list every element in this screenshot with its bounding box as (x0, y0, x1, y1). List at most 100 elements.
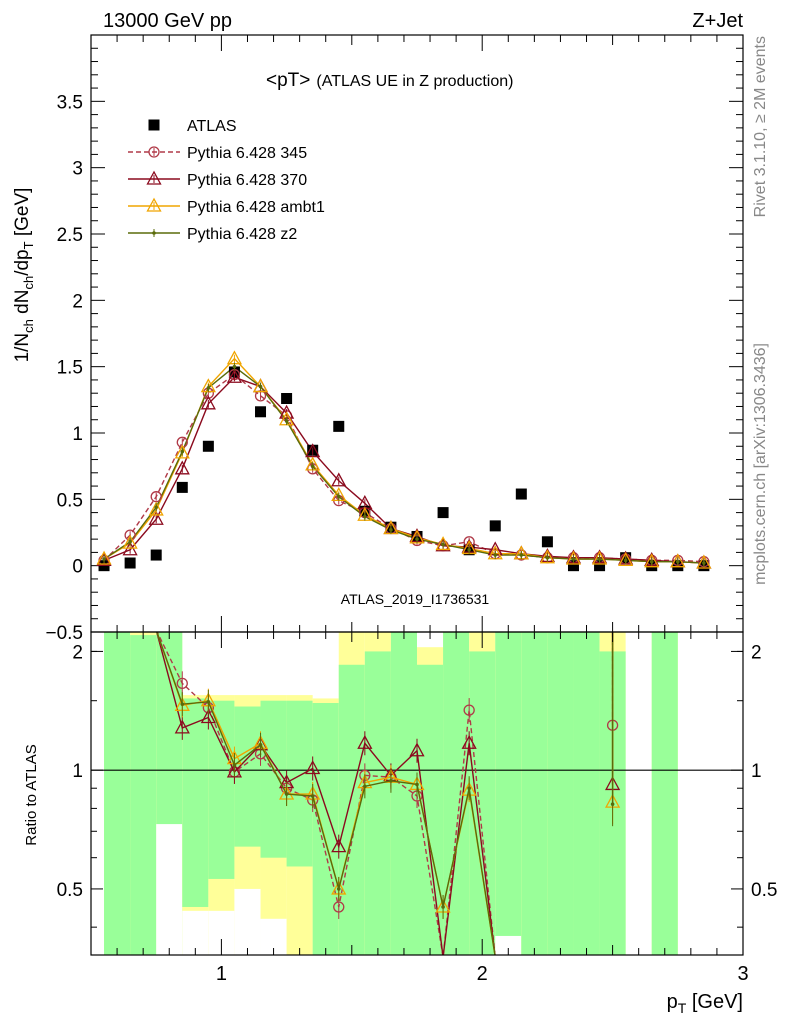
legend-label: Pythia 6.428 z2 (187, 226, 297, 243)
ratio-y-axis-label: Ratio to ATLAS (23, 744, 40, 845)
legend: ATLAS Pythia 6.428 345 Pythia 6.428 370 Pyt… (128, 118, 325, 243)
main-series-group (96, 350, 712, 572)
mc-point (310, 464, 315, 468)
mc-point (258, 384, 263, 389)
uncertainty-band-gap (156, 824, 183, 955)
ratio-point (461, 734, 477, 749)
mc-point (597, 557, 602, 561)
mc-point (174, 460, 190, 475)
mc-point (696, 554, 712, 569)
mc-point (441, 542, 445, 547)
x-tick-label: 3 (737, 963, 748, 985)
x-axis-label: pT [GeV] (667, 991, 743, 1016)
mc-point (571, 557, 576, 561)
ratio-point (336, 887, 341, 891)
main-plot: −0.5 0 0.5 1 1.5 2 2.5 3 3.5 (45, 34, 744, 644)
atlas-data-point (281, 393, 293, 405)
ratio-point (463, 704, 475, 716)
ratio-point (174, 719, 190, 734)
uncertainty-band-green (651, 632, 678, 955)
mc-point (200, 395, 216, 410)
ratio-point (467, 786, 471, 791)
ratio-point (389, 778, 393, 783)
atlas-data-point (255, 406, 267, 418)
mc-point (618, 551, 634, 567)
ratio-point (331, 838, 347, 853)
mc-point (148, 510, 164, 525)
ratio-y-tick-label: 2 (751, 642, 762, 663)
mc-point (644, 553, 660, 568)
mc-point (435, 536, 451, 551)
main-plot-title-main: <pT> (266, 70, 310, 91)
atlas-data-point (437, 507, 449, 519)
atlas-data-point (515, 488, 527, 500)
legend-label: ATLAS (187, 118, 237, 135)
ratio-point (415, 782, 419, 787)
mc-point (148, 501, 164, 516)
main-y-tick-label: −0.5 (45, 623, 83, 644)
ratio-point (357, 734, 373, 749)
mc-point (519, 553, 524, 557)
header-right: Z+Jet (692, 10, 743, 32)
mc-point (331, 472, 347, 487)
x-tick-label: 1 (216, 963, 227, 985)
ratio-series-line (156, 632, 496, 955)
legend-marker (146, 197, 162, 212)
mc-point (389, 528, 393, 532)
main-plot-title-sub: (ATLAS UE in Z production) (316, 73, 513, 90)
mc-point (649, 559, 654, 564)
uncertainty-band-green (547, 632, 574, 955)
mc-point (226, 368, 243, 383)
ratio-series-line (156, 632, 496, 955)
atlas-data-point (541, 536, 553, 548)
mc-point (670, 553, 686, 568)
ratio-series-group (156, 632, 621, 955)
atlas-data-point (202, 440, 214, 452)
legend-marker (152, 231, 156, 235)
mc-point (676, 559, 680, 564)
ratio-point (284, 792, 289, 796)
main-y-tick-label: 3 (72, 159, 83, 180)
ratio-series-line (156, 632, 496, 955)
mc-point (545, 555, 550, 560)
uncertainty-band-green (417, 664, 444, 955)
side-label-bottom: mcplots.cern.ch [arXiv:1306.3436] (752, 343, 769, 585)
mc-point (539, 549, 555, 564)
atlas-data-point (333, 420, 345, 432)
mc-point (96, 550, 112, 565)
uncertainty-band-gap (182, 910, 209, 955)
atlas-data-point (176, 481, 188, 493)
ratio-point (176, 677, 188, 689)
ratio-point (305, 760, 321, 775)
mc-point (102, 557, 106, 561)
mc-point (128, 539, 132, 544)
legend-marker (148, 146, 160, 158)
uncertainty-band-green (443, 632, 470, 955)
ratio-point (441, 905, 445, 909)
ratio-plot: 0.5 0.5 1 1 2 2 1 2 3 (57, 35, 777, 985)
uncertainty-band-green (182, 698, 209, 907)
mc-point (415, 537, 419, 541)
ratio-y-tick-label: 1 (72, 761, 83, 782)
mc-point (176, 436, 188, 448)
uncertainty-band-green (521, 632, 548, 955)
atlas-data-point (124, 557, 136, 569)
ratio-point (200, 709, 216, 724)
ratio-y-tick-label: 2 (72, 642, 83, 663)
mc-point (623, 558, 628, 563)
uncertainty-band-green (364, 651, 391, 955)
mc-point (154, 505, 158, 510)
mc-point (591, 550, 608, 565)
atlas-data-point (150, 549, 162, 561)
main-frame (90, 34, 744, 633)
ratio-point (409, 742, 425, 757)
ratio-point (333, 901, 345, 913)
main-y-tick-label: 0.5 (57, 490, 83, 511)
ratio-point (363, 784, 367, 789)
main-y-tick-label: 1.5 (57, 358, 83, 379)
main-plot-title: <pT> (ATLAS UE in Z production) (266, 70, 513, 91)
ratio-y-tick-label: 0.5 (57, 880, 83, 901)
mc-point (232, 364, 237, 369)
mc-point (493, 553, 498, 557)
